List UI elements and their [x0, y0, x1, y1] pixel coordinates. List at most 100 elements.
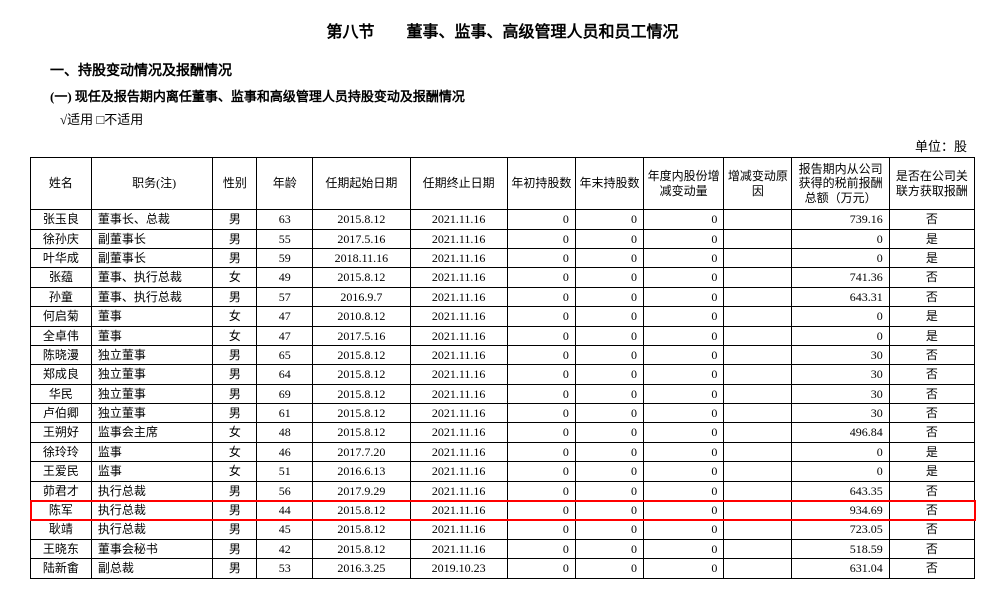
cell: 0 [644, 210, 724, 229]
cell: 执行总裁 [91, 520, 213, 539]
cell: 何启菊 [31, 307, 92, 326]
table-row: 耿靖执行总裁男452015.8.122021.11.16000723.05否 [31, 520, 975, 539]
cell: 0 [575, 365, 643, 384]
cell [724, 326, 792, 345]
cell: 47 [257, 307, 313, 326]
cell: 副总裁 [91, 559, 213, 578]
col-term-start: 任期起始日期 [313, 158, 410, 210]
cell: 男 [213, 384, 257, 403]
cell: 0 [644, 442, 724, 461]
cell: 否 [889, 210, 974, 229]
cell: 否 [889, 404, 974, 423]
cell: 0 [644, 365, 724, 384]
cell: 0 [575, 462, 643, 481]
cell: 董事长、总裁 [91, 210, 213, 229]
cell: 男 [213, 345, 257, 364]
cell: 陈晓漫 [31, 345, 92, 364]
table-row: 王晓东董事会秘书男422015.8.122021.11.16000518.59否 [31, 539, 975, 558]
cell: 0 [575, 307, 643, 326]
table-header-row: 姓名 职务(注) 性别 年龄 任期起始日期 任期终止日期 年初持股数 年末持股数… [31, 158, 975, 210]
table-row: 茆君才执行总裁男562017.9.292021.11.16000643.35否 [31, 481, 975, 500]
cell: 2010.8.12 [313, 307, 410, 326]
cell [724, 539, 792, 558]
cell: 女 [213, 423, 257, 442]
cell: 0 [507, 307, 575, 326]
cell: 否 [889, 520, 974, 539]
cell: 0 [792, 307, 889, 326]
cell: 0 [644, 229, 724, 248]
cell: 2015.8.12 [313, 210, 410, 229]
cell: 69 [257, 384, 313, 403]
cell: 0 [507, 229, 575, 248]
cell: 2017.9.29 [313, 481, 410, 500]
cell: 监事会主席 [91, 423, 213, 442]
cell: 否 [889, 268, 974, 287]
cell: 董事 [91, 307, 213, 326]
cell: 42 [257, 539, 313, 558]
cell: 2015.8.12 [313, 520, 410, 539]
cell: 0 [792, 326, 889, 345]
cell: 0 [507, 268, 575, 287]
cell: 0 [644, 501, 724, 520]
cell: 男 [213, 520, 257, 539]
cell: 59 [257, 248, 313, 267]
cell: 男 [213, 501, 257, 520]
cell [724, 229, 792, 248]
cell: 男 [213, 365, 257, 384]
cell: 0 [507, 559, 575, 578]
cell: 2021.11.16 [410, 287, 507, 306]
cell: 2015.8.12 [313, 423, 410, 442]
cell: 女 [213, 462, 257, 481]
cell: 耿靖 [31, 520, 92, 539]
unit-label: 单位：股 [30, 136, 967, 155]
cell: 2021.11.16 [410, 520, 507, 539]
cell: 女 [213, 268, 257, 287]
col-name: 姓名 [31, 158, 92, 210]
cell [724, 501, 792, 520]
cell: 王爱民 [31, 462, 92, 481]
cell: 2021.11.16 [410, 384, 507, 403]
personnel-table: 姓名 职务(注) 性别 年龄 任期起始日期 任期终止日期 年初持股数 年末持股数… [30, 157, 975, 579]
cell: 男 [213, 210, 257, 229]
cell: 0 [575, 539, 643, 558]
cell: 华民 [31, 384, 92, 403]
cell: 0 [507, 345, 575, 364]
cell: 45 [257, 520, 313, 539]
cell: 2015.8.12 [313, 384, 410, 403]
cell: 否 [889, 345, 974, 364]
cell: 2021.11.16 [410, 462, 507, 481]
cell: 执行总裁 [91, 481, 213, 500]
table-row: 孙童董事、执行总裁男572016.9.72021.11.16000643.31否 [31, 287, 975, 306]
cell: 934.69 [792, 501, 889, 520]
cell: 0 [507, 210, 575, 229]
cell: 518.59 [792, 539, 889, 558]
cell: 2021.11.16 [410, 365, 507, 384]
cell: 0 [644, 462, 724, 481]
cell: 0 [507, 404, 575, 423]
cell: 王朔好 [31, 423, 92, 442]
cell: 否 [889, 501, 974, 520]
col-change-reason: 增减变动原因 [724, 158, 792, 210]
table-row: 王朔好监事会主席女482015.8.122021.11.16000496.84否 [31, 423, 975, 442]
cell: 30 [792, 365, 889, 384]
cell: 0 [507, 248, 575, 267]
cell: 65 [257, 345, 313, 364]
cell [724, 307, 792, 326]
cell [724, 559, 792, 578]
cell: 0 [575, 268, 643, 287]
cell: 男 [213, 248, 257, 267]
cell: 0 [644, 268, 724, 287]
section-title: 第八节 董事、监事、高级管理人员和员工情况 [30, 18, 975, 42]
cell: 61 [257, 404, 313, 423]
cell: 0 [507, 501, 575, 520]
cell: 55 [257, 229, 313, 248]
cell: 副董事长 [91, 229, 213, 248]
cell: 男 [213, 404, 257, 423]
cell: 郑成良 [31, 365, 92, 384]
cell: 否 [889, 559, 974, 578]
cell: 47 [257, 326, 313, 345]
cell: 0 [575, 229, 643, 248]
cell [724, 345, 792, 364]
heading-level-1: 一、持股变动情况及报酬情况 [50, 60, 975, 80]
cell: 女 [213, 326, 257, 345]
